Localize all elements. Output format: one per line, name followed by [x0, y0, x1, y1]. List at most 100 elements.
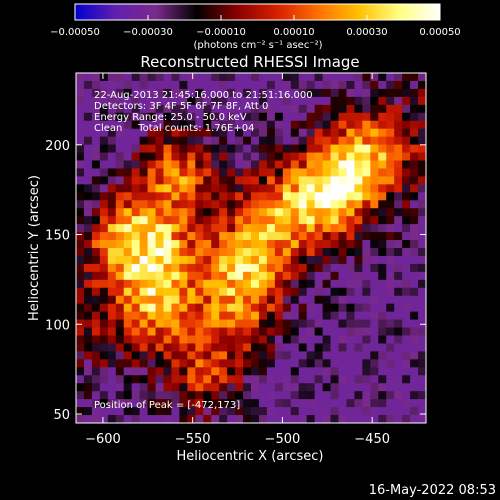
heatmap-cell — [410, 240, 419, 249]
heatmap-cell — [123, 168, 133, 177]
heatmap-cell — [227, 144, 236, 153]
heatmap-cell — [346, 224, 355, 233]
heatmap-cell — [187, 303, 196, 313]
heatmap-cell — [378, 120, 387, 130]
heatmap-cell — [107, 407, 117, 416]
heatmap-cell — [179, 120, 188, 130]
heatmap-cell — [346, 80, 355, 90]
heatmap-cell — [290, 216, 300, 225]
heatmap-cell — [338, 359, 347, 368]
heatmap-cell — [211, 319, 220, 328]
heatmap-cell — [418, 88, 426, 98]
heatmap-cell — [179, 343, 188, 352]
heatmap-cell — [362, 208, 371, 217]
heatmap-cell — [378, 359, 387, 368]
heatmap-cell — [290, 279, 300, 289]
heatmap-cell — [91, 216, 101, 225]
heatmap-cell — [394, 112, 403, 122]
heatmap-cell — [386, 200, 395, 209]
heatmap-cell — [187, 176, 196, 185]
heatmap-cell — [386, 73, 395, 82]
heatmap-cell — [219, 367, 228, 376]
heatmap-cell — [219, 399, 228, 408]
heatmap-cell — [139, 415, 148, 423]
heatmap-cell — [131, 351, 141, 360]
heatmap-cell — [338, 96, 347, 106]
heatmap-cell — [258, 351, 268, 360]
heatmap-cell — [418, 391, 426, 400]
heatmap-cell — [187, 248, 196, 257]
heatmap-cell — [251, 144, 260, 153]
heatmap-cell — [378, 152, 387, 161]
heatmap-cell — [362, 303, 371, 313]
heatmap-cell — [235, 144, 244, 153]
heatmap-cell — [147, 327, 156, 336]
heatmap-cell — [203, 351, 212, 360]
heatmap-cell — [187, 319, 196, 328]
heatmap-cell — [99, 184, 109, 193]
heatmap-cell — [314, 248, 323, 257]
heatmap-cell — [330, 80, 339, 90]
heatmap-cell — [330, 311, 339, 320]
heatmap-cell — [338, 248, 347, 257]
heatmap-cell — [410, 176, 419, 185]
heatmap-cell — [235, 168, 244, 177]
x-tick-label: −500 — [265, 432, 301, 447]
heatmap-cell — [266, 216, 276, 225]
heatmap-cell — [139, 208, 148, 217]
heatmap-cell — [354, 263, 363, 273]
heatmap-cell — [282, 120, 292, 130]
heatmap-cell — [418, 295, 426, 305]
heatmap-cell — [203, 295, 212, 305]
heatmap-cell — [99, 120, 109, 130]
heatmap-cell — [235, 383, 244, 392]
heatmap-cell — [179, 271, 188, 281]
heatmap-cell — [235, 367, 244, 376]
heatmap-cell — [330, 279, 339, 289]
heatmap-cell — [394, 144, 403, 153]
heatmap-cell — [258, 287, 268, 297]
heatmap-cell — [298, 128, 308, 138]
heatmap-cell — [147, 216, 156, 225]
heatmap-cell — [131, 112, 141, 122]
heatmap-cell — [195, 271, 204, 281]
heatmap-cell — [107, 168, 117, 177]
heatmap-cell — [298, 391, 308, 400]
heatmap-cell — [195, 295, 204, 305]
heatmap-cell — [83, 208, 93, 217]
heatmap-cell — [235, 88, 244, 98]
heatmap-cell — [354, 160, 363, 169]
heatmap-cell — [179, 335, 188, 344]
heatmap-cell — [203, 240, 212, 249]
heatmap-cell — [354, 240, 363, 249]
heatmap-cell — [282, 407, 292, 416]
heatmap-cell — [418, 240, 426, 249]
heatmap-cell — [394, 375, 403, 384]
heatmap-cell — [282, 375, 292, 384]
heatmap-cell — [163, 104, 172, 114]
heatmap-cell — [282, 144, 292, 153]
heatmap-cell — [163, 343, 172, 352]
heatmap-cell — [322, 391, 331, 400]
heatmap-cell — [378, 232, 387, 241]
heatmap-cell — [338, 80, 347, 90]
heatmap-cell — [76, 128, 85, 138]
heatmap-cell — [298, 287, 308, 297]
heatmap-cell — [115, 104, 125, 114]
heatmap-cell — [322, 176, 331, 185]
heatmap-cell — [298, 279, 308, 289]
heatmap-cell — [346, 311, 355, 320]
heatmap-cell — [274, 391, 284, 400]
heatmap-cell — [123, 407, 133, 416]
heatmap-cell — [258, 295, 268, 305]
heatmap-cell — [410, 351, 419, 360]
heatmap-cell — [274, 383, 284, 392]
heatmap-cell — [354, 224, 363, 233]
heatmap-cell — [195, 359, 204, 368]
heatmap-cell — [235, 160, 244, 169]
heatmap-cell — [219, 136, 228, 145]
heatmap-cell — [298, 96, 308, 106]
heatmap-cell — [386, 319, 395, 328]
heatmap-cell — [99, 407, 109, 416]
heatmap-cell — [378, 399, 387, 408]
